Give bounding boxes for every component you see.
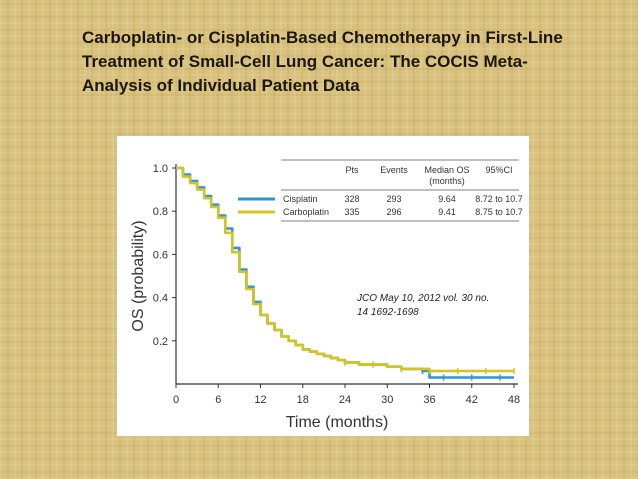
y-axis-label: OS (probability) (130, 220, 147, 331)
y-tick-label: 1.0 (153, 163, 168, 175)
table-cell-events: 293 (386, 194, 401, 204)
citation-line-2: 14 1692-1698 (357, 307, 419, 318)
slide-title-line-3: Analysis of Individual Patient Data (82, 76, 360, 95)
table-cell-median-os: 9.64 (438, 194, 456, 204)
x-tick-label: 30 (381, 394, 393, 406)
table-header-ci: 95%CI (485, 165, 512, 175)
table-cell-pts: 335 (344, 207, 359, 217)
legend-label-carboplatin: Carboplatin (283, 207, 329, 217)
table-cell-ci: 8.75 to 10.7 (475, 207, 523, 217)
survival-chart: 0.2 0.4 0.6 0.8 1.0 0 6 12 18 24 30 36 42 48 Time (mon… (130, 159, 523, 431)
table-cell-pts: 328 (344, 194, 359, 204)
chart-panel: 0.2 0.4 0.6 0.8 1.0 0 6 12 18 24 30 36 42 48 Time (mon… (117, 136, 529, 436)
x-tick-label: 36 (423, 394, 435, 406)
x-tick-label: 42 (466, 394, 478, 406)
x-tick-label: 0 (173, 394, 179, 406)
table-cell-events: 296 (386, 207, 401, 217)
citation: JCO May 10, 2012 vol. 30 no. 14 1692-169… (357, 292, 489, 320)
y-tick-label: 0.4 (153, 293, 168, 305)
table-cell-median-os: 9.41 (438, 207, 456, 217)
slide-title-line-2: Treatment of Small-Cell Lung Cancer: The… (82, 52, 528, 71)
table-header-pts: Pts (345, 165, 359, 175)
x-tick-label: 6 (215, 394, 221, 406)
y-tick-label: 0.2 (153, 336, 168, 348)
x-tick-label: 12 (254, 394, 266, 406)
x-axis-label: Time (months) (286, 414, 389, 431)
table-header-months: (months) (429, 176, 465, 186)
table-cell-ci: 8.72 to 10.7 (475, 194, 523, 204)
x-tick-label: 24 (339, 394, 351, 406)
slide-title: Carboplatin- or Cisplatin-Based Chemothe… (82, 26, 622, 98)
survival-curve-carboplatin (176, 166, 514, 373)
legend-label-cisplatin: Cisplatin (283, 194, 318, 204)
y-tick-label: 0.6 (153, 249, 168, 261)
slide-title-line-1: Carboplatin- or Cisplatin-Based Chemothe… (82, 28, 563, 47)
x-tick-label: 48 (508, 394, 520, 406)
table-header-median-os: Median OS (424, 165, 469, 175)
y-tick-label: 0.8 (153, 206, 168, 218)
citation-line-1: JCO May 10, 2012 vol. 30 no. (357, 293, 490, 304)
x-tick-label: 18 (297, 394, 309, 406)
table-header-events: Events (380, 165, 408, 175)
